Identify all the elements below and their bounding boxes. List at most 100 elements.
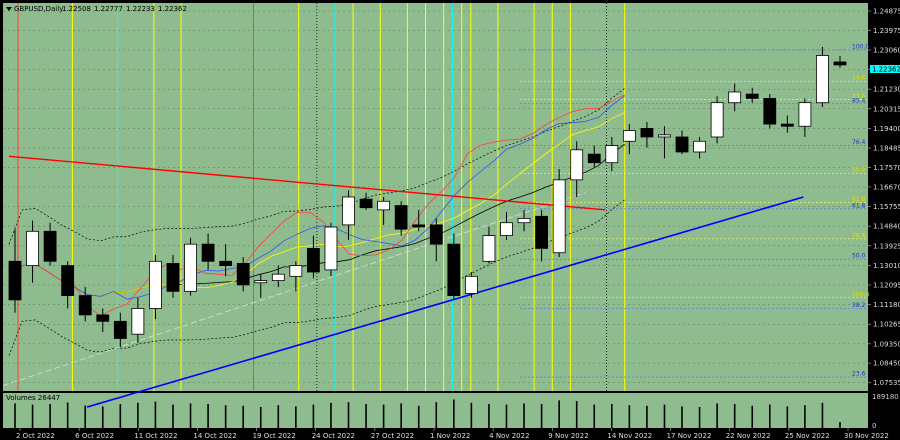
candle-body [622,130,636,142]
date-tick-label: 1 Nov 2022 [430,432,470,440]
candle-body [693,140,706,153]
candle-body [219,260,233,266]
header-high: 1.22777 [94,5,123,13]
date-tick-label: 2 Oct 2022 [16,432,55,440]
candle [447,233,461,300]
candle-body [429,224,443,245]
candle-body [587,153,601,164]
candle-body [149,260,162,309]
header: GBPUSD,Daily 1.22508 1.22777 1.22233 1.2… [6,5,187,13]
candle [429,218,443,262]
date-axis: 2 Oct 2022 6 Oct 2022 11 Oct 2022 14 Oct 20… [16,428,889,440]
candle-body [412,224,426,228]
upper-envelope-line [8,88,625,245]
candle-body [61,265,75,297]
fibonacci-levels: 100.014.623.685.476.450.061.861.876.450.… [520,43,869,378]
candle-body [113,320,127,339]
candles [8,46,847,348]
candle-body [552,179,566,254]
candle [552,169,566,258]
ma-yellow-line [8,112,625,301]
candle-body [8,260,22,301]
candle-body [798,102,812,127]
price-tick-label: 1.23975 [873,27,900,35]
candle [394,201,408,236]
candle-body [816,55,829,104]
candle [184,237,197,296]
candle-body [710,102,724,138]
price-tick-label: 1.18485 [873,145,900,153]
price-tick-label: 1.16670 [873,183,900,191]
fib-level-label: 85.4 [852,97,866,104]
date-tick-label: 30 Nov 2022 [844,432,889,440]
price-tick-label: 1.15755 [873,203,900,211]
candle [43,222,57,266]
fib-level-label: 14.6 [852,75,866,82]
date-tick-label: 14 Nov 2022 [607,432,652,440]
fib-level-label: 23.6 [852,93,866,100]
price-tick-label: 1.11180 [873,301,900,309]
candle [693,136,706,159]
fib-level-label: 76.4 [852,139,866,146]
candle-body [833,61,847,66]
date-tick-label: 14 Oct 2022 [193,432,236,440]
candle-body [307,248,320,273]
date-tick-label: 22 Nov 2022 [726,432,771,440]
candle [236,257,250,292]
date-tick-label: 27 Oct 2022 [371,432,414,440]
fib-level-label: 100.0 [852,43,869,50]
candle [710,96,724,144]
candle-body [324,226,338,271]
candle-body [166,263,180,292]
volume-axis-max: 189180 [872,393,899,401]
grid-lines [3,10,868,383]
candle [201,233,215,270]
candle [131,297,145,343]
price-tick-label: 1.23060 [873,46,900,54]
candle [342,190,355,240]
candle [254,274,268,298]
date-tick-label: 19 Oct 2022 [253,432,296,440]
current-price-label: 1.22362 [872,66,900,74]
candle [464,272,478,298]
date-tick-label: 24 Oct 2022 [312,432,355,440]
candle-body [184,243,197,292]
fib-level-label: 50.0 [852,253,866,260]
header-symbol: GBPUSD,Daily [14,5,63,13]
candle [570,141,584,197]
candle-body [728,91,742,104]
header-triangle-icon [6,7,12,11]
candle-body [517,218,531,224]
candle-body [482,235,496,262]
candle [149,254,162,320]
price-tick-label: 1.24875 [873,8,900,16]
date-tick-label: 25 Nov 2022 [785,432,830,440]
price-tick-label: 1.13925 [873,242,900,250]
fib-level-label: 61.8 [852,196,866,203]
fib-level-label: 61.8 [852,202,866,209]
lower-envelope-line [8,199,625,356]
candle-body [131,308,145,335]
candle-body [377,200,391,211]
candle [535,209,548,262]
fib-level-label: 100.0 [852,291,869,298]
trendlines [2,155,804,408]
date-tick-label: 17 Nov 2022 [667,432,712,440]
candle-body [289,265,303,277]
candle-body [640,128,654,138]
candle [587,145,601,167]
price-tick-label: 1.09350 [873,340,900,348]
candle-body [535,215,548,249]
candle [622,124,636,155]
dashed-channel-line [2,192,586,387]
fib-level-label: 38.2 [852,302,866,309]
candle [78,287,92,322]
date-tick-label: 4 Nov 2022 [489,432,529,440]
candle-body [342,196,355,226]
candle [324,222,338,277]
candle [780,115,794,133]
candle-body [236,263,250,286]
candle-body [675,136,689,153]
candle [113,312,127,348]
